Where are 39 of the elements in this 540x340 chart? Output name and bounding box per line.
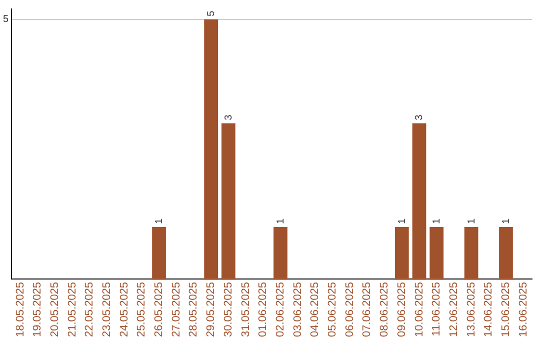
x-tick-label: 15.06.2025 bbox=[500, 282, 512, 338]
x-tick-label: 02.06.2025 bbox=[274, 282, 286, 338]
x-tick-label: 23.05.2025 bbox=[101, 282, 114, 338]
data-label: 3 bbox=[414, 114, 426, 120]
data-label: 3 bbox=[223, 114, 234, 120]
data-label: 1 bbox=[275, 218, 286, 224]
data-label: 5 bbox=[206, 10, 218, 16]
x-tick-label: 14.06.2025 bbox=[482, 282, 495, 338]
x-tick-label: 10.06.2025 bbox=[413, 282, 426, 338]
data-label: 1 bbox=[396, 218, 408, 224]
x-tick-label: 19.05.2025 bbox=[32, 282, 44, 338]
x-tick-label: 07.06.2025 bbox=[361, 282, 374, 338]
x-tick-label: 03.06.2025 bbox=[292, 282, 304, 338]
x-tick-label: 22.05.2025 bbox=[84, 282, 96, 338]
x-tick-label: 12.06.2025 bbox=[448, 282, 460, 338]
x-tick-label: 28.05.2025 bbox=[188, 282, 200, 338]
x-tick-label: 11.06.2025 bbox=[430, 282, 443, 336]
x-tick-label: 20.05.2025 bbox=[48, 282, 61, 338]
x-tick-label: 04.06.2025 bbox=[309, 282, 322, 338]
data-label: 1 bbox=[500, 218, 512, 224]
x-tick-label: 01.06.2025 bbox=[257, 282, 270, 338]
x-tick-label: 05.06.2025 bbox=[326, 282, 339, 338]
x-tick-label: 26.05.2025 bbox=[153, 282, 166, 338]
x-tick-label: 18.05.2025 bbox=[14, 282, 26, 338]
data-label: 1 bbox=[466, 218, 478, 224]
x-tick-label: 31.05.2025 bbox=[240, 282, 252, 338]
x-tick-label: 13.06.2025 bbox=[465, 282, 478, 338]
x-tick-label: 16.06.2025 bbox=[517, 282, 530, 338]
x-tick-label: 21.05.2025 bbox=[66, 282, 78, 338]
x-tick-label: 09.06.2025 bbox=[396, 282, 408, 338]
x-tick-label: 08.06.2025 bbox=[378, 282, 391, 338]
x-tick-label: 06.06.2025 bbox=[344, 282, 356, 338]
x-tick-label: 30.05.2025 bbox=[222, 282, 234, 338]
data-label: 1 bbox=[154, 218, 166, 224]
x-tick-label: 24.05.2025 bbox=[118, 282, 130, 338]
x-tick-label: 27.05.2025 bbox=[170, 282, 182, 338]
x-tick-label: 25.05.2025 bbox=[136, 282, 148, 338]
x-tick-label: 29.05.2025 bbox=[205, 282, 218, 338]
data-label: 1 bbox=[432, 218, 443, 224]
